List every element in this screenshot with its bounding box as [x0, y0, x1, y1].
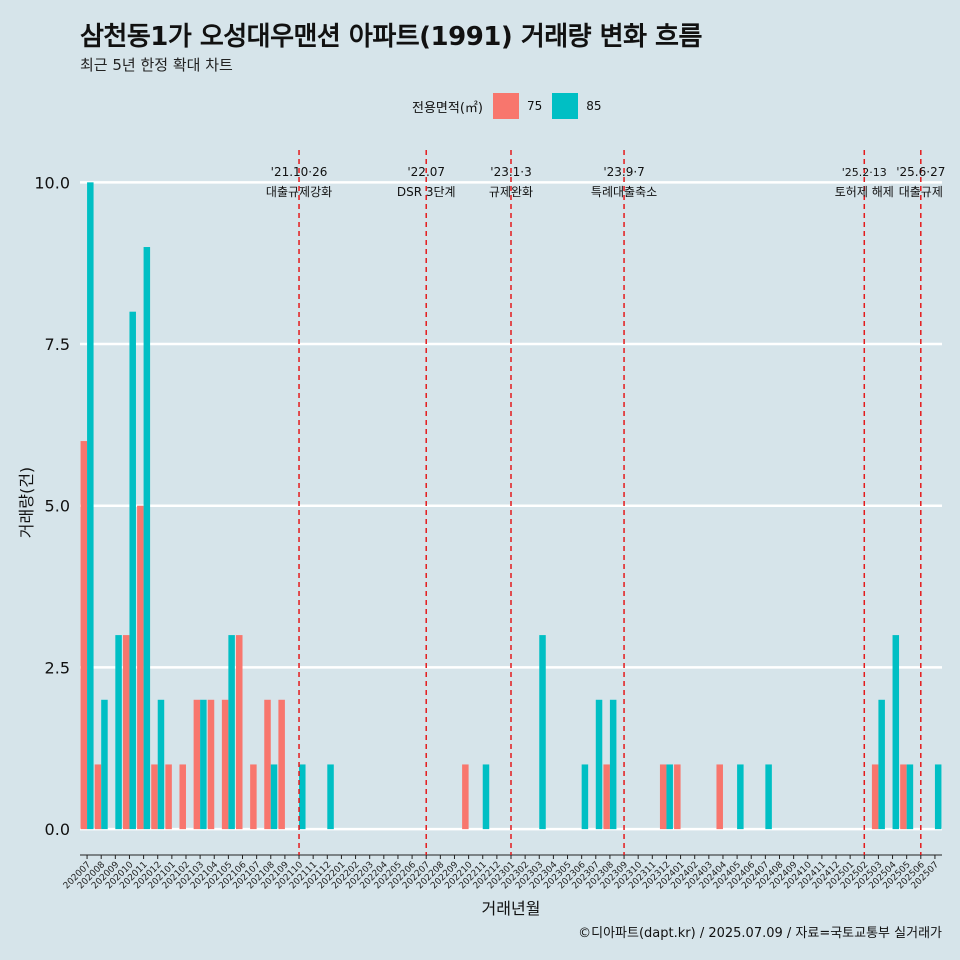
- y-tick-label: 10.0: [34, 173, 70, 192]
- event-label: 토허제 해제: [835, 185, 894, 199]
- bar-85-202307: [595, 699, 603, 830]
- chart-subtitle: 최근 5년 한정 확대 차트: [80, 56, 233, 74]
- bar-75-202101: [165, 764, 172, 830]
- bar-85-202312: [666, 764, 673, 830]
- bar-85-202407: [765, 764, 772, 830]
- bar-75-202503: [871, 764, 879, 830]
- bar-75-202011: [137, 505, 144, 830]
- bar-75-202401: [674, 764, 681, 830]
- event-date: '23.9·7: [603, 165, 644, 179]
- legend-label-85: 85: [586, 99, 602, 113]
- bar-85-202007: [87, 182, 94, 830]
- bar-85-202405: [737, 764, 744, 830]
- event-label: 규제완화: [489, 185, 533, 199]
- legend-swatch-85: [552, 93, 579, 119]
- bar-75-202012: [151, 764, 158, 830]
- bar-85-202010: [129, 311, 136, 830]
- event-label: DSR 3단계: [397, 185, 456, 199]
- bar-75-202210: [462, 764, 469, 830]
- bar-75-202106: [236, 635, 243, 830]
- bar-75-202010: [122, 635, 130, 830]
- bar-85-202306: [581, 764, 589, 830]
- y-tick-label: 2.5: [45, 658, 70, 677]
- bar-75-202308: [603, 764, 610, 830]
- bar-75-202404: [716, 764, 723, 830]
- bar-75-202107: [250, 764, 257, 830]
- bar-85-202103: [200, 699, 207, 830]
- chart-title: 삼천동1가 오성대우맨션 아파트(1991) 거래량 변화 흐름: [80, 22, 702, 52]
- y-tick-label: 0.0: [45, 820, 70, 839]
- source-caption: ©디아파트(dapt.kr) / 2025.07.09 / 자료=국토교통부 실…: [578, 926, 942, 941]
- event-date: '23.1·3: [490, 165, 531, 179]
- event-date: '25.2·13: [842, 166, 887, 179]
- bar-85-202009: [115, 635, 122, 830]
- event-label: 대출규제강화: [266, 185, 332, 199]
- bar-75-202312: [659, 764, 667, 830]
- bar-75-202505: [900, 764, 907, 830]
- x-axis-title: 거래년월: [482, 899, 541, 918]
- event-date: '22.07: [407, 165, 445, 179]
- bar-85-202507: [934, 764, 942, 830]
- legend: 전용면적(㎡) 75 85: [412, 93, 602, 119]
- y-axis-title: 거래량(건): [17, 467, 36, 538]
- event-date: '25.6·27: [896, 165, 945, 179]
- bar-85-202303: [539, 635, 546, 830]
- bar-75-202007: [80, 441, 88, 830]
- bar-75-202008: [94, 764, 102, 830]
- event-label: 특례대출축소: [591, 185, 657, 199]
- event-label: 대출규제: [899, 185, 943, 199]
- y-tick-label: 7.5: [45, 335, 70, 354]
- bar-85-202308: [609, 699, 617, 830]
- bar-75-202104: [207, 699, 215, 830]
- bar-85-202112: [327, 764, 334, 830]
- bar-85-202105: [228, 635, 235, 830]
- bar-85-202504: [892, 635, 900, 830]
- bar-85-202503: [878, 699, 885, 830]
- bar-85-202211: [482, 764, 490, 830]
- legend-title: 전용면적(㎡): [412, 100, 483, 116]
- bar-85-202108: [270, 764, 278, 830]
- bar-75-202105: [221, 699, 229, 830]
- bar-75-202103: [193, 699, 201, 830]
- bar-85-202012: [157, 699, 165, 830]
- bar-85-202011: [143, 247, 151, 830]
- y-tick-label: 5.0: [45, 497, 70, 516]
- bar-75-202102: [179, 764, 186, 830]
- bar-85-202110: [299, 764, 306, 830]
- legend-label-75: 75: [526, 99, 543, 113]
- event-date: '21.10·26: [271, 165, 328, 179]
- bar-85-202008: [101, 699, 108, 830]
- legend-swatch-75: [492, 93, 519, 119]
- bar-75-202108: [264, 699, 271, 830]
- bar-75-202109: [278, 699, 285, 830]
- bar-85-202505: [906, 764, 914, 830]
